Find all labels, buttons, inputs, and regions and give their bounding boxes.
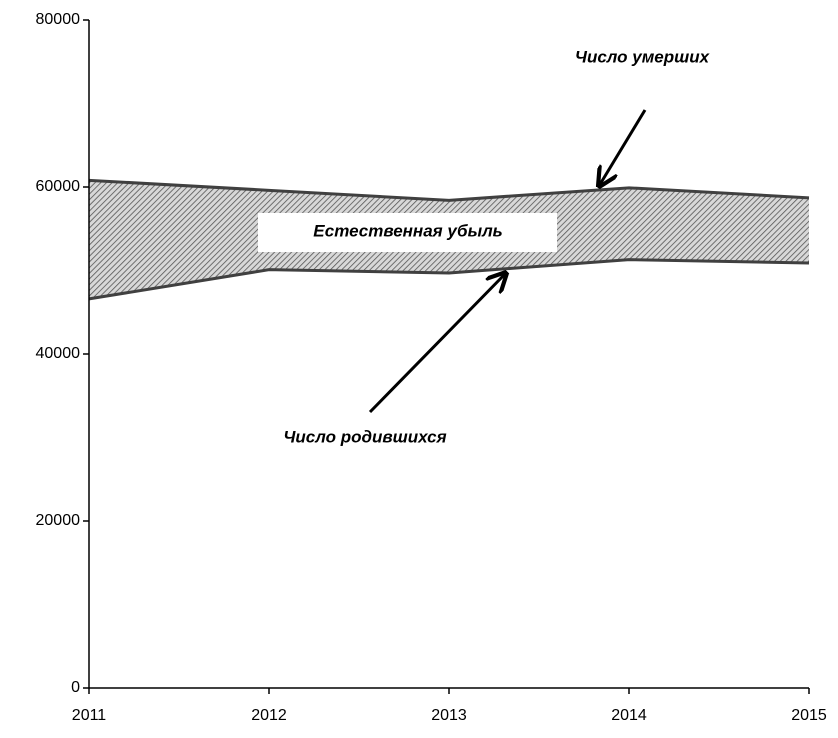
x-tick-label: 2013 — [431, 707, 467, 724]
label-box — [258, 213, 557, 252]
y-tick-label: 80000 — [36, 11, 81, 28]
annotation: Естественная убыль — [313, 221, 503, 240]
x-tick-label: 2012 — [251, 707, 287, 724]
annotation: Число умерших — [575, 47, 711, 66]
series-line — [88, 258, 810, 301]
y-tick-label: 40000 — [36, 345, 81, 362]
x-tick-label: 2014 — [611, 707, 647, 724]
arrow — [368, 273, 506, 414]
x-tick-label: 2011 — [72, 707, 107, 724]
y-tick-label: 20000 — [36, 512, 81, 529]
annotation: Число родившихся — [283, 427, 446, 446]
y-tick-label: 60000 — [36, 178, 81, 195]
x-tick-label: 2015 — [791, 707, 827, 724]
arrow — [599, 109, 647, 186]
series-line — [88, 178, 810, 202]
y-tick-label: 0 — [71, 679, 80, 696]
